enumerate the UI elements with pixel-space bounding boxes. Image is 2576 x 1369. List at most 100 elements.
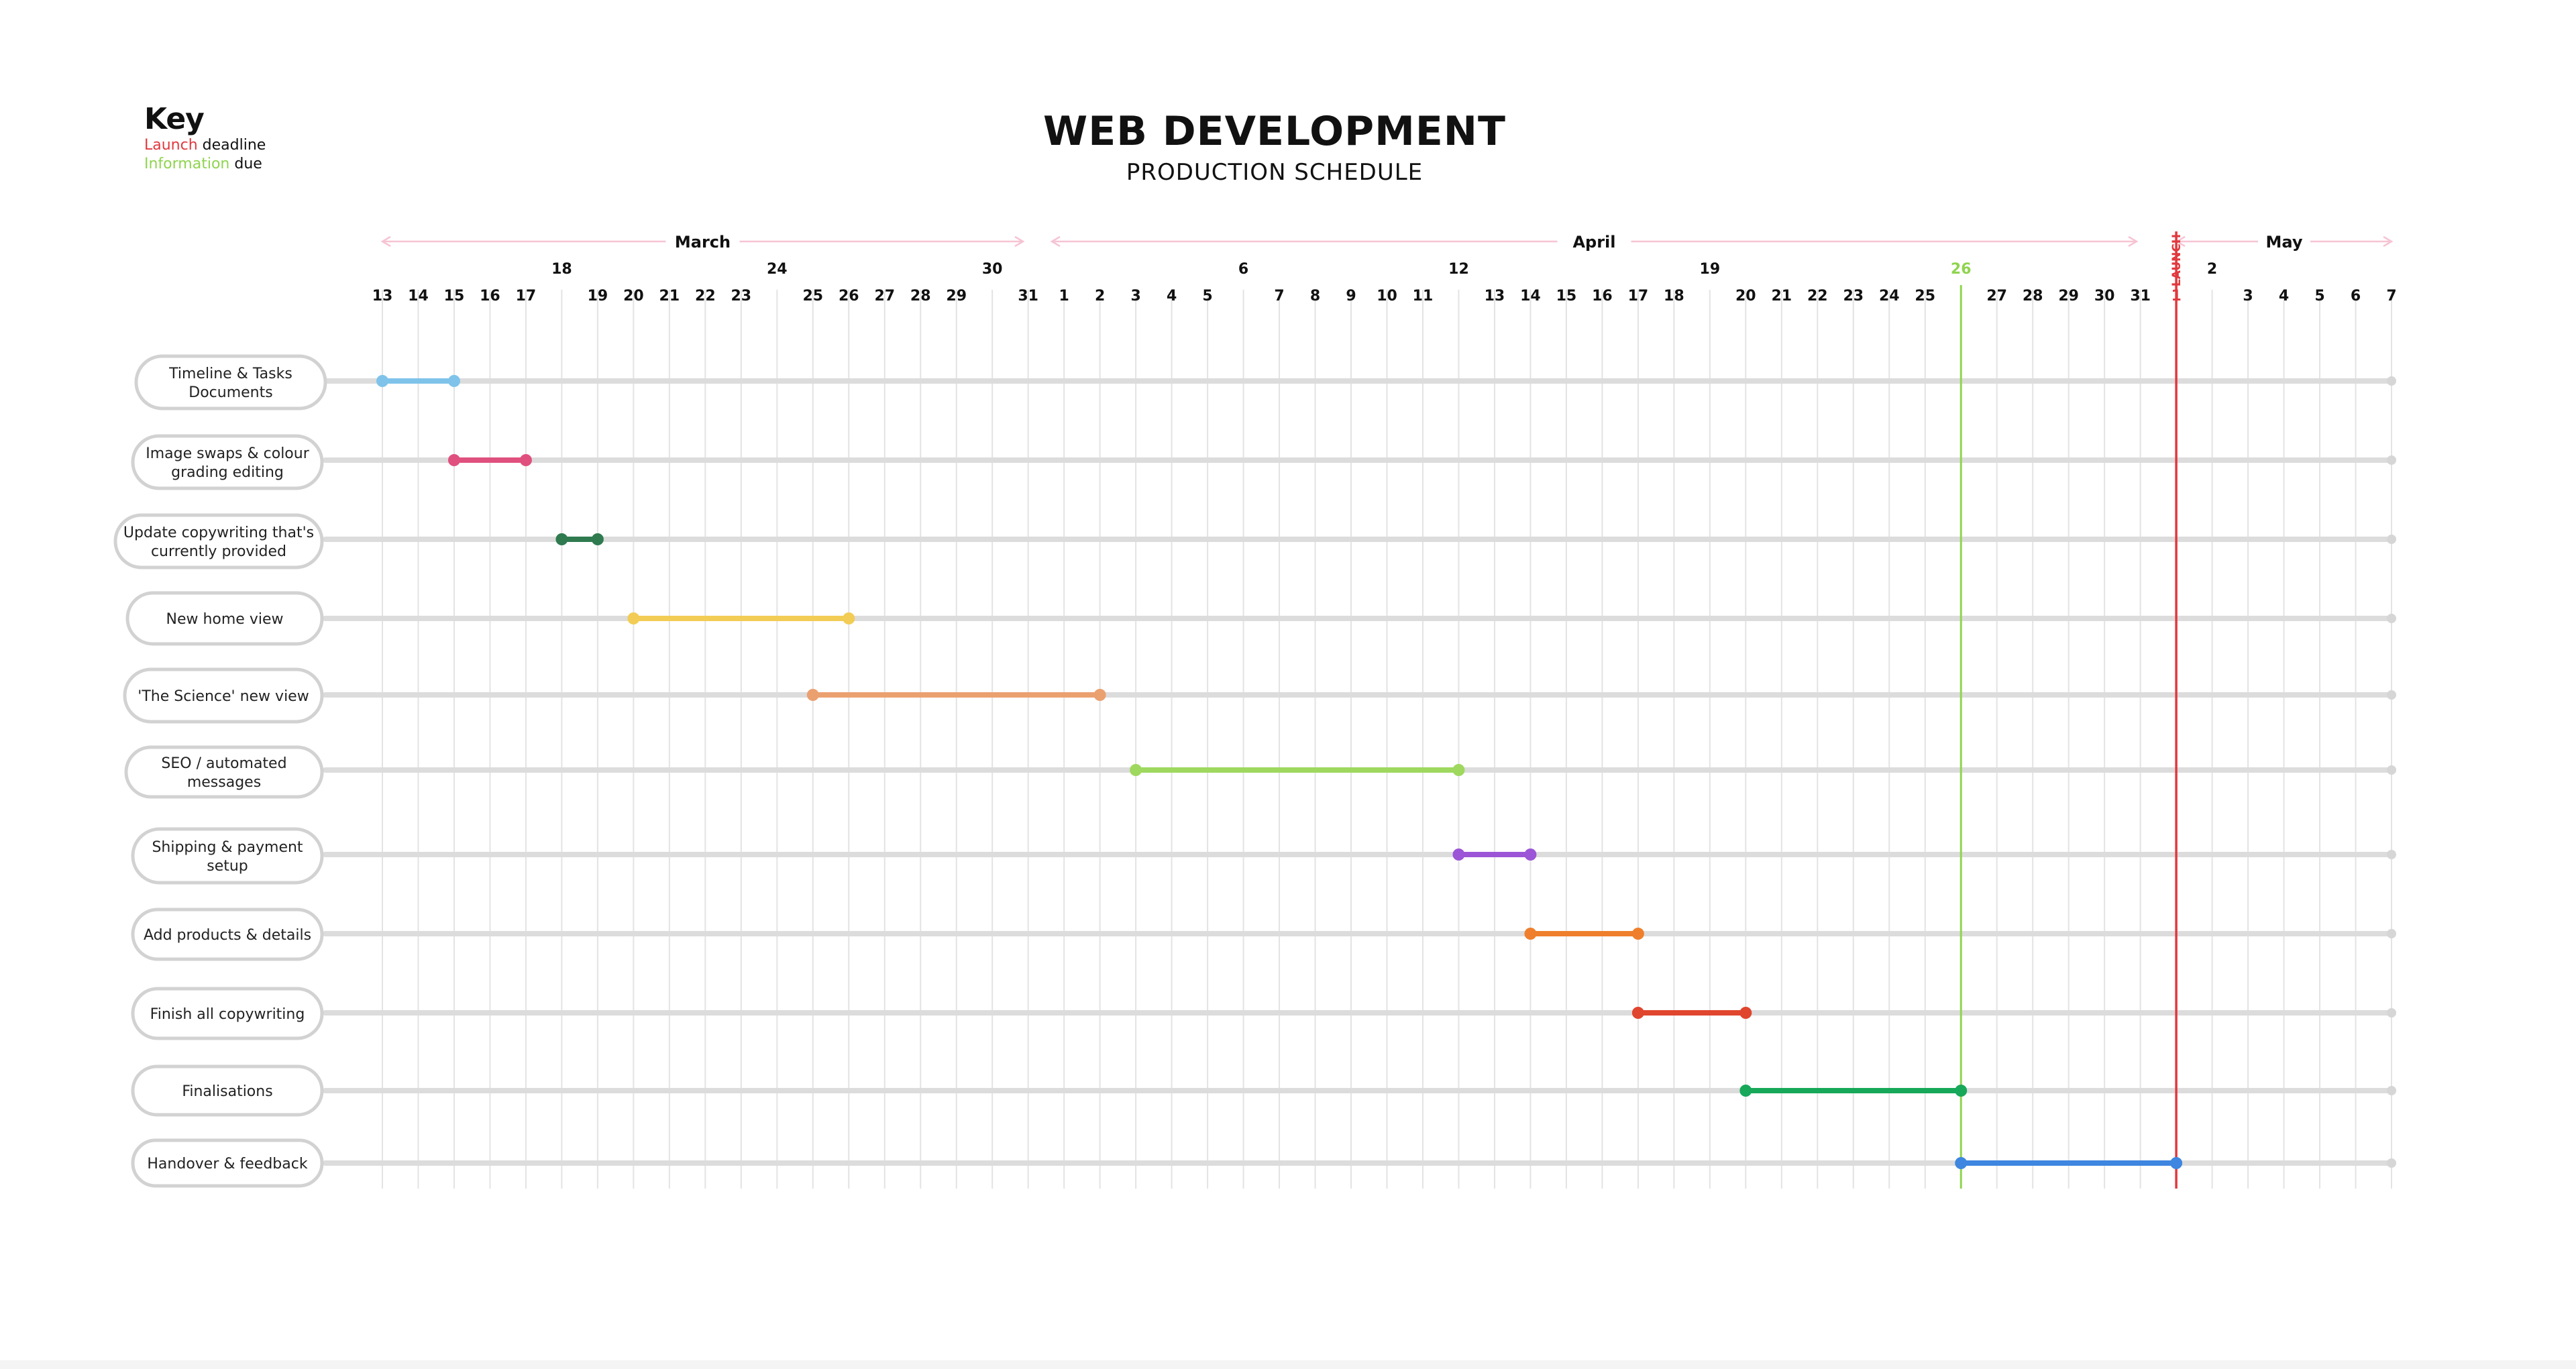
day-label-2024-03-24: 24 bbox=[767, 261, 788, 278]
day-label-2024-05-05: 5 bbox=[2314, 288, 2324, 305]
task-label-pill-1 bbox=[134, 354, 327, 410]
day-label-2024-03-30: 30 bbox=[982, 261, 1003, 278]
day-label-2024-04-25: 25 bbox=[1915, 288, 1935, 305]
task-end-dot-10 bbox=[1955, 1085, 1968, 1097]
month-arrow-left-april bbox=[1050, 235, 1061, 248]
day-label-2024-04-26: 26 bbox=[1951, 261, 1972, 278]
key-item-information: Information due bbox=[144, 155, 266, 174]
key-legend: Key Launch deadline Information due bbox=[144, 102, 266, 174]
task-end-dot-11 bbox=[2170, 1157, 2183, 1169]
task-start-dot-10 bbox=[1739, 1085, 1752, 1097]
day-label-2024-05-06: 6 bbox=[2351, 288, 2361, 305]
task-start-dot-7 bbox=[1452, 848, 1465, 861]
day-label-2024-03-28: 28 bbox=[910, 288, 931, 305]
track-end-dot-7 bbox=[2387, 850, 2396, 859]
day-label-2024-04-02: 2 bbox=[1095, 288, 1105, 305]
day-label-2024-04-17: 17 bbox=[1628, 288, 1649, 305]
month-label-bg-march bbox=[665, 231, 740, 252]
month-arrow-right-april bbox=[2128, 235, 2139, 248]
day-label-2024-04-23: 23 bbox=[1843, 288, 1864, 305]
task-label-5: 'The Science' new view bbox=[138, 688, 309, 705]
month-arrow-right-may bbox=[2383, 235, 2394, 248]
track-end-dot-3 bbox=[2387, 535, 2396, 544]
day-label-2024-03-19: 19 bbox=[588, 288, 608, 305]
day-label-2024-03-13: 13 bbox=[372, 288, 393, 305]
key-item-launch: Launch deadline bbox=[144, 136, 266, 155]
task-label-4: New home view bbox=[166, 611, 283, 628]
month-arrow-left-march bbox=[380, 235, 391, 248]
task-label-pill-11 bbox=[131, 1138, 324, 1188]
day-label-2024-03-16: 16 bbox=[480, 288, 500, 305]
day-label-2024-03-23: 23 bbox=[731, 288, 752, 305]
month-label-march: March bbox=[675, 233, 731, 252]
key-launch-rest: deadline bbox=[197, 137, 266, 154]
day-label-2024-04-14: 14 bbox=[1520, 288, 1541, 305]
day-label-2024-04-10: 10 bbox=[1377, 288, 1397, 305]
marker-label-launch: LAUNCH bbox=[2170, 234, 2184, 286]
day-label-2024-03-26: 26 bbox=[839, 288, 859, 305]
task-label-pill-5 bbox=[123, 667, 324, 724]
track-end-dot-2 bbox=[2387, 455, 2396, 465]
day-label-2024-03-31: 31 bbox=[1018, 288, 1038, 305]
task-label-pill-7 bbox=[131, 827, 324, 885]
task-end-dot-3 bbox=[591, 533, 604, 545]
day-label-2024-04-13: 13 bbox=[1485, 288, 1505, 305]
task-end-dot-8 bbox=[1631, 928, 1644, 940]
day-label-2024-03-14: 14 bbox=[408, 288, 429, 305]
task-label-6: SEO / automated messages bbox=[161, 755, 286, 791]
track-end-dot-8 bbox=[2387, 929, 2396, 938]
task-end-dot-4 bbox=[843, 612, 855, 624]
task-start-dot-9 bbox=[1631, 1007, 1644, 1019]
day-label-2024-04-07: 7 bbox=[1274, 288, 1284, 305]
track-end-dot-1 bbox=[2387, 376, 2396, 386]
day-label-2024-05-02: 2 bbox=[2207, 261, 2217, 278]
task-label-pill-10 bbox=[131, 1064, 324, 1117]
month-label-bg-may bbox=[2258, 231, 2310, 252]
task-label-pill-9 bbox=[131, 987, 324, 1040]
task-label-pill-8 bbox=[131, 908, 324, 961]
task-label-2: Image swaps & colour grading editing bbox=[146, 445, 309, 481]
day-label-2024-04-12: 12 bbox=[1448, 261, 1469, 278]
track-end-dot-10 bbox=[2387, 1086, 2396, 1095]
key-launch-word: Launch bbox=[144, 137, 198, 154]
day-label-2024-04-20: 20 bbox=[1735, 288, 1756, 305]
task-label-pill-6 bbox=[124, 745, 324, 799]
task-start-dot-3 bbox=[555, 533, 568, 545]
month-arrow-right-march bbox=[1014, 235, 1025, 248]
task-label-11: Handover & feedback bbox=[147, 1156, 307, 1172]
day-label-2024-04-28: 28 bbox=[2023, 288, 2043, 305]
day-label-2024-05-04: 4 bbox=[2279, 288, 2289, 305]
day-label-2024-04-22: 22 bbox=[1807, 288, 1828, 305]
task-end-dot-2 bbox=[519, 454, 532, 466]
track-end-dot-9 bbox=[2387, 1008, 2396, 1018]
task-label-8: Add products & details bbox=[144, 927, 311, 944]
day-label-2024-03-18: 18 bbox=[551, 261, 572, 278]
task-start-dot-4 bbox=[627, 612, 640, 624]
task-start-dot-1 bbox=[376, 375, 388, 387]
task-start-dot-6 bbox=[1130, 764, 1142, 776]
day-label-2024-04-16: 16 bbox=[1592, 288, 1613, 305]
key-title: Key bbox=[144, 102, 205, 136]
day-label-2024-04-03: 3 bbox=[1130, 288, 1140, 305]
day-label-2024-05-07: 7 bbox=[2386, 288, 2396, 305]
task-label-3: Update copywriting that's currently provi… bbox=[123, 525, 314, 560]
day-label-2024-04-11: 11 bbox=[1413, 288, 1434, 305]
chart-title: WEB DEVELOPMENT bbox=[1043, 108, 1506, 155]
day-label-2024-04-08: 8 bbox=[1310, 288, 1320, 305]
track-end-dot-6 bbox=[2387, 765, 2396, 775]
day-label-2024-05-03: 3 bbox=[2243, 288, 2253, 305]
day-label-2024-03-29: 29 bbox=[946, 288, 967, 305]
task-label-9: Finish all copywriting bbox=[150, 1006, 305, 1023]
day-label-2024-04-06: 6 bbox=[1238, 261, 1248, 278]
day-label-2024-04-31: 31 bbox=[2130, 288, 2151, 305]
month-label-may: May bbox=[2266, 233, 2303, 252]
bottom-band bbox=[0, 1360, 2576, 1369]
task-start-dot-2 bbox=[447, 454, 460, 466]
task-end-dot-9 bbox=[1739, 1007, 1752, 1019]
day-label-2024-04-18: 18 bbox=[1664, 288, 1684, 305]
day-label-2024-04-30: 30 bbox=[2094, 288, 2115, 305]
task-end-dot-5 bbox=[1093, 689, 1106, 701]
day-label-2024-03-20: 20 bbox=[623, 288, 644, 305]
month-label-april: April bbox=[1572, 233, 1615, 252]
day-label-2024-04-15: 15 bbox=[1556, 288, 1577, 305]
